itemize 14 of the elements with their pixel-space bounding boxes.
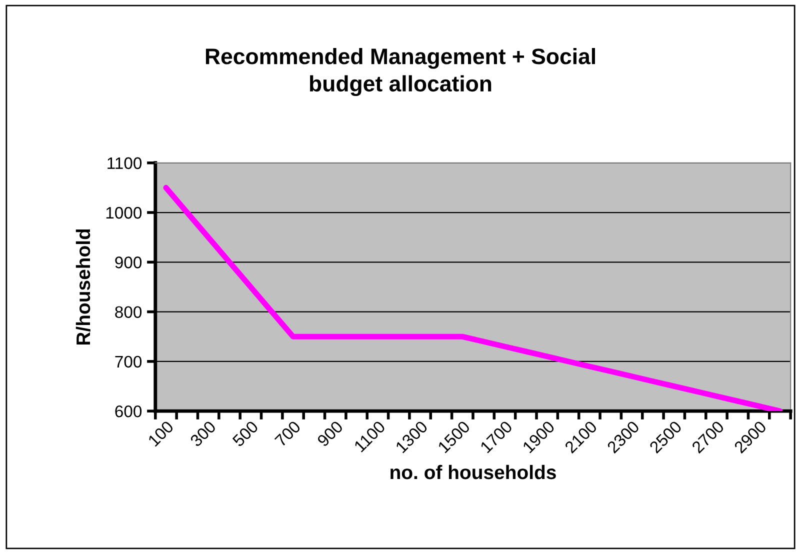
y-tick-label: 1100	[108, 157, 142, 170]
y-tick-label: 1000	[106, 206, 142, 219]
x-tick-label: 300	[189, 420, 217, 448]
x-tick-label: 900	[316, 420, 344, 448]
x-tick-label: 100	[148, 420, 174, 447]
y-tick-label: 600	[115, 405, 142, 418]
x-axis-title: no. of households	[390, 464, 556, 480]
y-tick-label: 900	[115, 256, 142, 268]
y-tick-label: 800	[115, 306, 142, 318]
x-tick-label: 700	[274, 420, 302, 448]
x-tick-label: 500	[232, 420, 259, 448]
y-axis-title: R/household	[76, 229, 90, 345]
chart-title: Recommended Management + Social budget allocation	[206, 48, 595, 96]
y-tick-label: 700	[115, 356, 142, 368]
